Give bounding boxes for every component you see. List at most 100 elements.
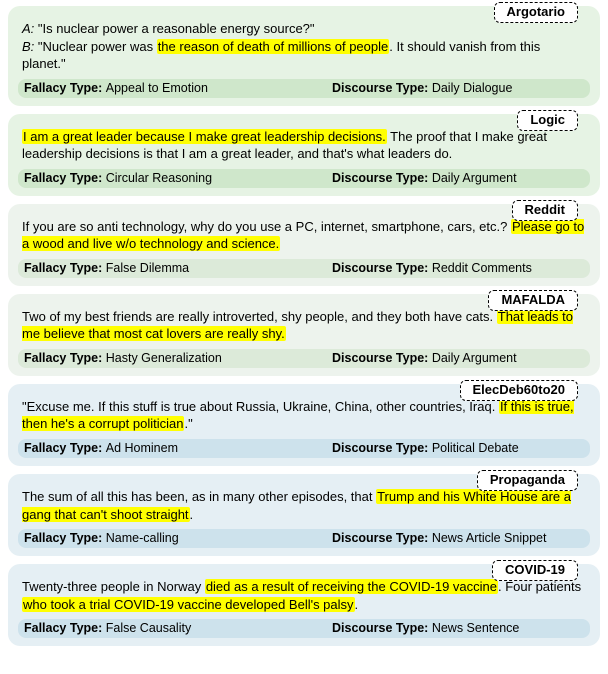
example-text: "Excuse me. If this stuff is true about … [22,398,586,433]
fallacy-type-label: Fallacy Type [24,441,98,455]
discourse-type-value: Daily Argument [432,351,517,365]
text-span: A: [22,21,34,36]
fallacy-type: Fallacy Type: Ad Hominem [24,441,332,455]
example-text: If you are so anti technology, why do yo… [22,218,586,253]
text-span: . Four patients [498,579,581,594]
meta-row: Fallacy Type: False CausalityDiscourse T… [18,619,590,638]
discourse-type-label: Discourse Type [332,531,424,545]
meta-row: Fallacy Type: Name-callingDiscourse Type… [18,529,590,548]
text-span: Twenty-three people in Norway [22,579,205,594]
dataset-badge: ElecDeb60to20 [460,380,579,401]
example-card: RedditIf you are so anti technology, why… [8,204,600,286]
colon: : [98,351,106,365]
discourse-type-value: Daily Dialogue [432,81,513,95]
example-text: The sum of all this has been, as in many… [22,488,586,523]
discourse-type: Discourse Type: Political Debate [332,441,584,455]
text-span: B: [22,39,34,54]
colon: : [424,531,432,545]
fallacy-type-label: Fallacy Type [24,621,98,635]
discourse-type: Discourse Type: Daily Argument [332,171,584,185]
colon: : [424,351,432,365]
fallacy-type-value: Ad Hominem [106,441,178,455]
text-span: . [355,597,359,612]
colon: : [424,441,432,455]
colon: : [98,81,106,95]
figure-root: ArgotarioA: "Is nuclear power a reasonab… [8,6,600,646]
discourse-type: Discourse Type: News Sentence [332,621,584,635]
colon: : [424,171,432,185]
colon: : [424,621,432,635]
discourse-type-value: News Sentence [432,621,520,635]
dataset-badge: Logic [517,110,578,131]
fallacy-type: Fallacy Type: Hasty Generalization [24,351,332,365]
example-text: I am a great leader because I make great… [22,128,586,163]
colon: : [424,81,432,95]
fallacy-type-label: Fallacy Type [24,81,98,95]
discourse-type-label: Discourse Type [332,441,424,455]
dataset-badge: COVID-19 [492,560,578,581]
fallacy-type: Fallacy Type: Circular Reasoning [24,171,332,185]
colon: : [424,261,432,275]
example-card: PropagandaThe sum of all this has been, … [8,474,600,556]
meta-row: Fallacy Type: False DilemmaDiscourse Typ… [18,259,590,278]
discourse-type: Discourse Type: Daily Argument [332,351,584,365]
text-span: Two of my best friends are really introv… [22,309,497,324]
text-span: "Excuse me. If this stuff is true about … [22,399,499,414]
example-text: Two of my best friends are really introv… [22,308,586,343]
colon: : [98,531,106,545]
fallacy-type-value: Hasty Generalization [106,351,222,365]
fallacy-type-value: Appeal to Emotion [106,81,208,95]
highlight-span: who took a trial COVID-19 vaccine develo… [22,597,355,612]
discourse-type-value: Daily Argument [432,171,517,185]
discourse-type: Discourse Type: Reddit Comments [332,261,584,275]
fallacy-type-label: Fallacy Type [24,171,98,185]
text-span: If you are so anti technology, why do yo… [22,219,511,234]
meta-row: Fallacy Type: Ad HominemDiscourse Type: … [18,439,590,458]
example-card: LogicI am a great leader because I make … [8,114,600,196]
fallacy-type-value: False Dilemma [106,261,189,275]
highlight-span: I am a great leader because I make great… [22,129,387,144]
meta-row: Fallacy Type: Appeal to EmotionDiscourse… [18,79,590,98]
text-span: "Nuclear power was [34,39,156,54]
colon: : [98,621,106,635]
discourse-type-value: Political Debate [432,441,519,455]
colon: : [98,171,106,185]
discourse-type-label: Discourse Type [332,261,424,275]
fallacy-type: Fallacy Type: False Dilemma [24,261,332,275]
text-span: ." [184,416,192,431]
text-span: The sum of all this has been, as in many… [22,489,376,504]
meta-row: Fallacy Type: Circular ReasoningDiscours… [18,169,590,188]
dataset-badge: Propaganda [477,470,578,491]
fallacy-type-label: Fallacy Type [24,351,98,365]
fallacy-type-label: Fallacy Type [24,531,98,545]
discourse-type: Discourse Type: News Article Snippet [332,531,584,545]
dataset-badge: MAFALDA [488,290,578,311]
text-span: . [190,507,194,522]
dataset-badge: Reddit [512,200,578,221]
dataset-badge: Argotario [494,2,579,23]
example-card: COVID-19Twenty-three people in Norway di… [8,564,600,646]
discourse-type-label: Discourse Type [332,621,424,635]
fallacy-type-value: Circular Reasoning [106,171,212,185]
discourse-type-label: Discourse Type [332,351,424,365]
highlight-span: the reason of death of millions of peopl… [157,39,390,54]
highlight-span: died as a result of receiving the COVID-… [205,579,498,594]
colon: : [98,261,106,275]
example-text: A: "Is nuclear power a reasonable energy… [22,20,586,73]
discourse-type-label: Discourse Type [332,81,424,95]
fallacy-type-value: Name-calling [106,531,179,545]
example-card: ArgotarioA: "Is nuclear power a reasonab… [8,6,600,106]
discourse-type-value: News Article Snippet [432,531,547,545]
fallacy-type: Fallacy Type: Appeal to Emotion [24,81,332,95]
discourse-type-value: Reddit Comments [432,261,532,275]
fallacy-type-label: Fallacy Type [24,261,98,275]
example-card: ElecDeb60to20"Excuse me. If this stuff i… [8,384,600,466]
text-span: "Is nuclear power a reasonable energy so… [34,21,314,36]
colon: : [98,441,106,455]
fallacy-type-value: False Causality [106,621,191,635]
fallacy-type: Fallacy Type: Name-calling [24,531,332,545]
meta-row: Fallacy Type: Hasty GeneralizationDiscou… [18,349,590,368]
fallacy-type: Fallacy Type: False Causality [24,621,332,635]
discourse-type: Discourse Type: Daily Dialogue [332,81,584,95]
example-card: MAFALDATwo of my best friends are really… [8,294,600,376]
